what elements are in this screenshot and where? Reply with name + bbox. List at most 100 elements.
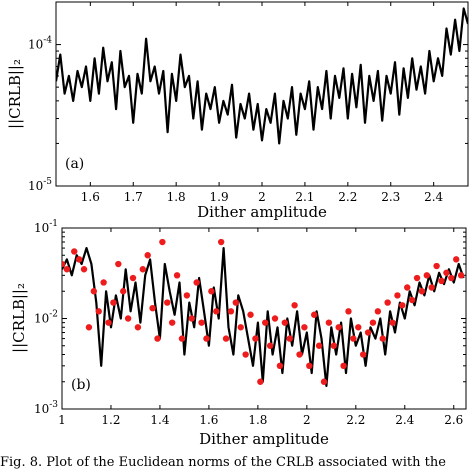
- panel-b-data-point: [296, 351, 303, 358]
- panel-b-data-point: [217, 238, 225, 246]
- panel-b-x-tick-label: 1.6: [199, 413, 218, 427]
- panel-b-x-ticks: 1 1.2 1.4 1.6 1.8 2 2.2 2.4 2.6: [58, 228, 463, 427]
- panel-b-data-point: [237, 324, 244, 331]
- panel-b-data-point: [428, 284, 435, 291]
- panel-b-data-point: [247, 311, 254, 318]
- panel-a-x-tick-label: 1.8: [167, 190, 186, 204]
- panel-b-data-point: [80, 266, 88, 273]
- panel-b-data-point: [90, 288, 98, 295]
- panel-b-data-point: [335, 324, 342, 331]
- panel-b-data-point: [159, 238, 166, 246]
- panel-b-y-tick-label: 10-1: [34, 219, 58, 235]
- panel-b-data-point: [168, 319, 176, 326]
- panel-b-data-point: [262, 319, 269, 326]
- panel-b-data-point: [291, 302, 298, 309]
- panel-b-data-point: [364, 329, 372, 336]
- panel-b-data-point: [164, 299, 171, 306]
- panel-b-series: [62, 238, 465, 387]
- panel-b-data-point: [310, 311, 318, 318]
- panel-b-data-point: [120, 288, 127, 295]
- panel-b-data-point: [188, 315, 195, 322]
- panel-b-data-point: [315, 342, 323, 349]
- panel-b-y-tick-label: 10-3: [34, 400, 58, 416]
- panel-b-data-point: [134, 324, 142, 331]
- panel-b-data-point: [443, 269, 450, 276]
- panel-a-x-tick-label: 1.6: [81, 190, 100, 204]
- panel-b-data-point: [301, 324, 308, 331]
- panel-a-x-tick-label: 2.2: [338, 190, 357, 204]
- panel-b-data-point: [394, 292, 401, 299]
- panel-b-data-point: [149, 304, 156, 312]
- panel-b-data-point: [62, 260, 66, 268]
- panel-a-x-tick-label: 2: [258, 190, 266, 204]
- panel-b-data-point: [413, 274, 421, 282]
- panel-b-data-point: [374, 308, 382, 315]
- panel-b-x-tick-label: 1: [58, 413, 66, 427]
- panel-b-data-point: [75, 256, 83, 263]
- panel-b-data-point: [320, 378, 328, 385]
- panel-b-data-point: [423, 272, 431, 279]
- panel-b-data-point: [389, 319, 396, 326]
- panel-b-data-point: [457, 272, 465, 279]
- panel-b-data-point: [438, 277, 445, 285]
- panel-b-data-point: [100, 279, 107, 286]
- panel-b-marker-series: [62, 238, 465, 385]
- panel-b-data-point: [433, 262, 440, 270]
- panel-b-data-point: [178, 335, 186, 342]
- panel-a-x-tick-label: 2.4: [424, 190, 443, 204]
- panel-b-x-axis-label: Dither amplitude: [199, 430, 329, 448]
- panel-b-data-point: [208, 288, 215, 295]
- panel-b-data-point: [105, 319, 112, 326]
- panel-b-data-point: [213, 308, 220, 315]
- panel-b-data-point: [110, 299, 117, 306]
- panel-a-y-axis-label: ||CRLB||₂: [6, 59, 24, 129]
- panel-b-data-point: [222, 335, 230, 342]
- panel-b-data-point: [384, 299, 391, 306]
- panel-b-data-point: [453, 256, 460, 263]
- panel-a-series-line: [56, 7, 468, 145]
- panel-b-data-point: [63, 266, 71, 273]
- panel-a-x-tick-label: 2.1: [295, 190, 314, 204]
- panel-b-data-point: [242, 351, 249, 358]
- panel-b-data-point: [359, 351, 367, 358]
- panel-b-data-point: [227, 308, 235, 315]
- figure-caption: Fig. 8. Plot of the Euclidean norms of t…: [0, 455, 446, 469]
- panel-b-data-point: [345, 308, 352, 315]
- panel-b-y-axis-label: ||CRLB||₂: [10, 283, 28, 353]
- panel-b-x-tick-label: 1.2: [101, 413, 120, 427]
- panel-a-y-tick-label: 10-4: [28, 36, 52, 52]
- panel-a-x-tick-label: 1.7: [124, 190, 143, 204]
- panel-b: 1 1.2 1.4 1.6 1.8 2 2.2 2.4 2.6 10-1 10-2 10-3 (b)…: [10, 219, 467, 448]
- panel-a-series: [56, 7, 468, 145]
- panel-b-data-point: [193, 279, 200, 286]
- panel-b-data-point: [286, 335, 293, 342]
- panel-b-data-point: [404, 284, 411, 291]
- panel-a: 1.6 1.7 1.8 1.9 2 2.1 2.2 2.3 2.4 10-4 10-5 (a) D…: [6, 1, 469, 221]
- panel-b-data-point: [71, 248, 78, 255]
- panel-b-x-tick-label: 1.8: [248, 413, 267, 427]
- panel-b-data-point: [369, 319, 377, 326]
- panel-b-data-point: [330, 342, 337, 349]
- panel-b-data-point: [379, 335, 386, 342]
- panel-b-data-point: [408, 296, 416, 304]
- panel-b-data-point: [154, 335, 161, 342]
- panel-a-x-tick-label: 2.3: [381, 190, 400, 204]
- panel-a-x-axis-label: Dither amplitude: [197, 203, 327, 221]
- panel-b-data-point: [173, 272, 181, 279]
- panel-b-data-point: [232, 299, 240, 306]
- panel-b-x-tick-label: 1.4: [150, 413, 169, 427]
- panel-b-data-point: [418, 288, 426, 295]
- panel-b-data-point: [139, 266, 146, 273]
- panel-b-data-point: [271, 315, 279, 322]
- panel-b-data-point: [144, 252, 151, 259]
- panel-b-data-point: [355, 324, 362, 331]
- panel-a-y-tick-label: 10-5: [28, 177, 52, 193]
- panel-b-data-point: [129, 274, 137, 282]
- panel-b-series-line: [62, 247, 465, 387]
- panel-b-x-tick-label: 2.4: [395, 413, 414, 427]
- panel-b-x-tick-label: 2: [303, 413, 311, 427]
- panel-b-data-point: [115, 260, 122, 268]
- panel-b-data-point: [281, 319, 289, 326]
- panel-b-x-tick-label: 2.6: [444, 413, 463, 427]
